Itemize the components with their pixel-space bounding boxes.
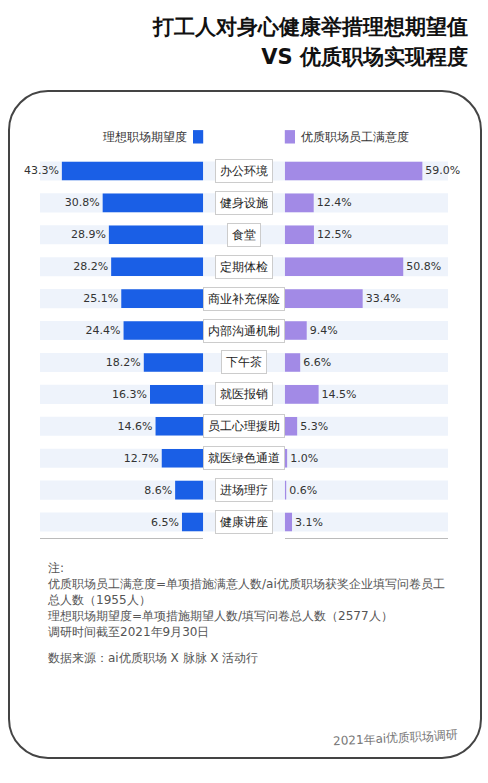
html-text:数据来源：ai优质职场 X 脉脉 X 活动行: 数据来源：ai优质职场 X 脉脉 X 活动行 [48,651,259,665]
svg-text:12.4%: 12.4% [317,196,352,209]
svg-text:内部沟通机制: 内部沟通机制 [208,324,280,338]
svg-text:办公环境: 办公环境 [220,164,268,178]
svg-text:18.2%: 18.2% [106,356,141,369]
svg-text:12.5%: 12.5% [317,228,352,241]
svg-text:员工心理援助: 员工心理援助 [208,419,280,433]
html-text:注:: 注: [48,561,64,575]
svg-text:30.8%: 30.8% [65,196,100,209]
svg-text:59.0%: 59.0% [425,164,460,177]
svg-text:28.2%: 28.2% [73,260,108,273]
svg-text:食堂: 食堂 [232,228,256,242]
svg-text:14.5%: 14.5% [322,388,357,401]
svg-text:健身设施: 健身设施 [220,196,268,210]
svg-text:6.5%: 6.5% [151,516,179,529]
svg-text:3.1%: 3.1% [295,516,323,529]
svg-text:24.4%: 24.4% [86,324,121,337]
svg-text:0.6%: 0.6% [289,484,317,497]
svg-text:33.4%: 33.4% [366,292,401,305]
html-text:2021年ai优质职场调研: 2021年ai优质职场调研 [332,727,459,749]
svg-text:50.8%: 50.8% [406,260,441,273]
svg-text:28.9%: 28.9% [71,228,106,241]
html-text:调研时间截至2021年9月30日: 调研时间截至2021年9月30日 [48,625,210,639]
svg-text:5.3%: 5.3% [300,420,328,433]
svg-text:16.3%: 16.3% [112,388,147,401]
svg-text:1.0%: 1.0% [290,452,318,465]
svg-text:理想职场期望度: 理想职场期望度 [103,130,187,144]
svg-text:9.4%: 9.4% [310,324,338,337]
svg-text:14.6%: 14.6% [118,420,153,433]
svg-text:进场理疗: 进场理疗 [220,483,268,497]
svg-text:43.3%: 43.3% [24,164,59,177]
html-text:VS 优质职场实现程度: VS 优质职场实现程度 [261,45,468,69]
html-text:打工人对身心健康举措理想期望值: 打工人对身心健康举措理想期望值 [153,15,468,39]
html-text:理想职场期望度=单项措施期望人数/填写问卷总人数（2577人: 理想职场期望度=单项措施期望人数/填写问卷总人数（2577人） [48,609,393,623]
svg-text:下午茶: 下午茶 [226,355,262,369]
svg-text:就医绿色通道: 就医绿色通道 [208,451,280,465]
svg-text:定期体检: 定期体检 [220,260,268,274]
svg-text:25.1%: 25.1% [83,292,118,305]
svg-text:就医报销: 就医报销 [220,387,268,401]
svg-text:优质职场员工满意度: 优质职场员工满意度 [301,130,409,144]
svg-text:商业补充保险: 商业补充保险 [208,292,280,306]
svg-text:8.6%: 8.6% [144,484,172,497]
svg-text:健康讲座: 健康讲座 [220,515,268,529]
html-text:优质职场员工满意度=单项措施满意人数/ai优质职场获奖企业填: 优质职场员工满意度=单项措施满意人数/ai优质职场获奖企业填写问卷员工总人数（1… [48,577,445,607]
svg-text:12.7%: 12.7% [124,452,159,465]
svg-text:6.6%: 6.6% [303,356,331,369]
